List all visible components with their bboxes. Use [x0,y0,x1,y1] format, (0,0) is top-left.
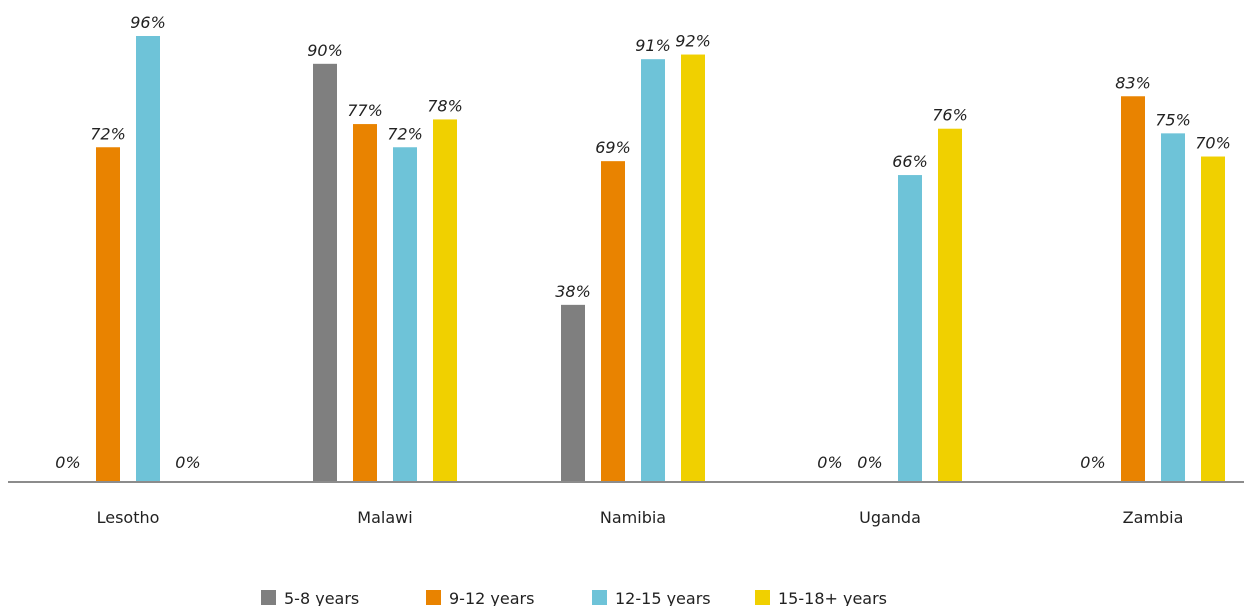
legend-swatch-2 [426,590,441,605]
bar-zambia-4 [1201,156,1225,482]
bar-uganda-3 [898,175,922,481]
legend-swatch-3 [592,590,607,605]
value-label-uganda-2: 0% [857,453,882,472]
bar-malawi-1 [313,63,337,481]
value-labels-layer: 0%72%96%0%90%77%72%78%38%69%91% 92%0% 0%66… [55,13,1230,472]
value-label-malawi-4: 78% [427,96,463,115]
value-label-lesotho-4: 0% [175,453,200,472]
category-label-malawi: Malawi [357,508,412,527]
bar-namibia-4 [681,54,705,482]
value-label-uganda-3: 66% [892,152,928,171]
legend: 5-8 years 9-12 years 12-15 years 15-18+ yea… [261,589,887,606]
value-label-zambia-1: 0% [1080,453,1105,472]
legend-swatch-1 [261,590,276,605]
legend-label-1: 5-8 years [284,589,359,606]
category-label-uganda: Uganda [859,508,921,527]
bar-namibia-1 [561,304,585,481]
legend-swatch-4 [755,590,770,605]
value-label-malawi-1: 90% [307,41,343,60]
bar-lesotho-3 [136,36,160,481]
value-label-uganda-4: 76% [932,106,968,125]
bar-malawi-2 [353,124,377,482]
value-label-namibia-4: 92% [675,32,711,51]
value-label-zambia-4: 70% [1195,134,1231,153]
category-label-namibia: Namibia [600,508,666,527]
category-label-lesotho: Lesotho [97,508,160,527]
value-label-namibia-3: 91% [635,36,671,55]
value-label-zambia-3: 75% [1155,110,1191,129]
legend-label-4: 15-18+ years [778,589,887,606]
bar-namibia-3 [641,59,665,481]
bar-zambia-2 [1121,96,1145,482]
legend-label-2: 9-12 years [449,589,534,606]
bars-layer [96,36,1225,482]
value-label-lesotho-3: 96% [130,13,166,32]
bar-zambia-3 [1161,133,1185,481]
bar-lesotho-2 [96,147,120,481]
bar-namibia-2 [601,161,625,481]
legend-label-3: 12-15 years [615,589,711,606]
bar-malawi-3 [393,147,417,481]
category-label-zambia: Zambia [1123,508,1184,527]
value-label-namibia-2: 69% [595,138,631,157]
value-label-malawi-2: 77% [347,101,383,120]
value-label-namibia-1: 38% [555,282,591,301]
value-label-malawi-3: 72% [387,124,423,143]
value-label-lesotho-1: 0% [55,453,80,472]
value-label-lesotho-2: 72% [90,124,126,143]
value-label-zambia-2: 83% [1115,73,1151,92]
value-label-uganda-1: 0% [817,453,842,472]
category-labels-layer: Lesotho Malawi Namibia Uganda Zambia [97,508,1184,527]
bar-uganda-4 [938,128,962,482]
bar-malawi-4 [433,119,457,481]
